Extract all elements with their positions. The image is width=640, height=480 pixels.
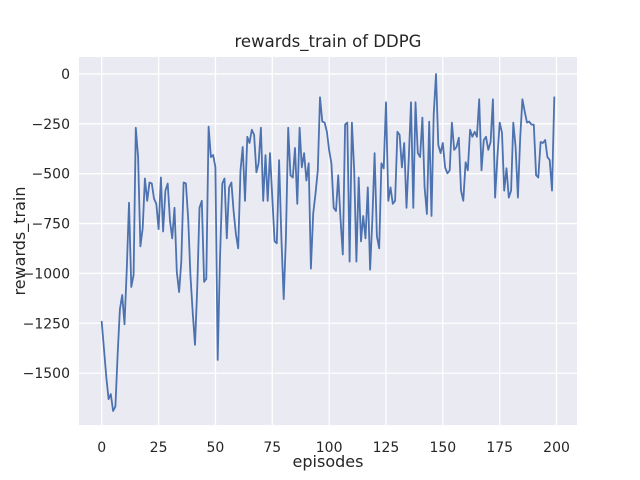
y-axis-label: rewards_train [10, 187, 30, 296]
chart-title: rewards_train of DDPG [235, 32, 422, 52]
x-tick-label: 0 [97, 440, 106, 456]
x-tick-label: 75 [263, 440, 281, 456]
x-tick-label: 125 [373, 440, 400, 456]
x-axis-label: episodes [293, 452, 364, 471]
x-tick-label: 200 [543, 440, 570, 456]
x-tick-label: 150 [429, 440, 456, 456]
plot-area [79, 57, 577, 425]
y-tick-label: −1000 [23, 266, 70, 282]
y-tick-label: 0 [61, 67, 70, 83]
y-tick-label: −500 [32, 167, 70, 183]
y-tick-labels: 0 −250 −500 −750 −1000 −1250 −1500 [23, 67, 70, 382]
y-tick-label: −1500 [23, 366, 70, 382]
x-tick-label: 25 [150, 440, 168, 456]
x-tick-label: 175 [486, 440, 513, 456]
series-line-path [100, 73, 556, 412]
x-tick-label: 100 [316, 440, 343, 456]
y-tick-label: −1250 [23, 316, 70, 332]
x-tick-label: 50 [207, 440, 225, 456]
y-tick-label: −250 [32, 117, 70, 133]
y-tick-label: −750 [32, 217, 70, 233]
x-tick-labels: 0 25 50 75 100 125 150 175 200 [97, 440, 570, 456]
series-line [100, 73, 556, 412]
